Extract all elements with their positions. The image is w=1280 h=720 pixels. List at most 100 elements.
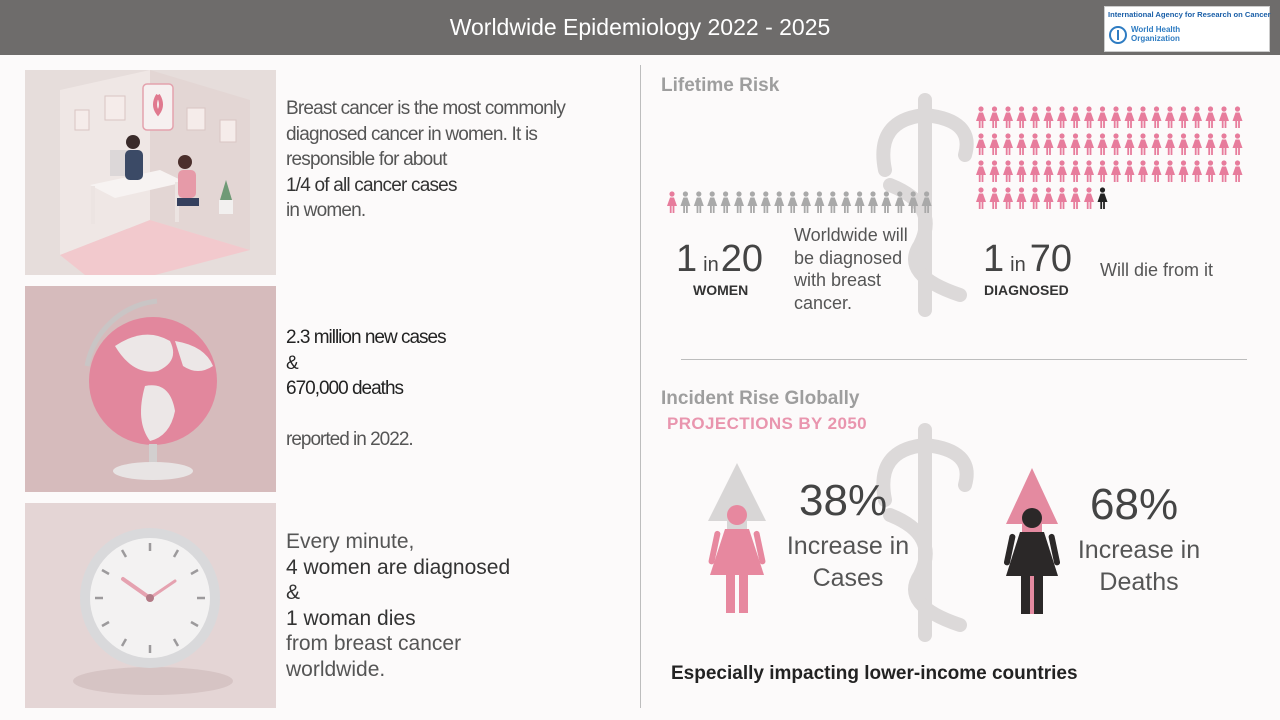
doctor-consultation-image — [25, 70, 276, 275]
stat-diagnosed-ratio: 1 in 70 — [983, 238, 1072, 280]
woman-diagnosed-icon — [1138, 133, 1148, 155]
woman-diagnosed-icon — [1205, 160, 1216, 182]
woman-diagnosed-icon — [1057, 160, 1067, 182]
woman-diagnosed-icon — [989, 133, 1000, 155]
woman-diagnosed-icon — [1192, 106, 1202, 128]
woman-diagnosed-icon — [1016, 133, 1027, 155]
woman-diagnosed-icon — [1192, 133, 1202, 155]
woman-icon — [760, 191, 771, 213]
woman-icon — [841, 191, 852, 213]
woman-icon — [720, 191, 731, 213]
woman-icon — [747, 191, 758, 213]
woman-icon — [734, 191, 744, 213]
woman-diagnosed-icon — [1084, 187, 1094, 209]
woman-diagnosed-icon — [1043, 106, 1054, 128]
stat-diagnosed-description: Will die from it — [1100, 260, 1214, 280]
woman-diagnosed-icon — [667, 191, 677, 213]
woman-icon — [854, 191, 865, 213]
woman-diagnosed-icon — [1043, 133, 1054, 155]
incident-rise-title: Incident Rise Globally — [661, 388, 860, 409]
woman-diagnosed-icon — [1084, 133, 1094, 155]
woman-diagnosed-icon — [1205, 133, 1216, 155]
woman-diagnosed-icon — [976, 133, 986, 155]
woman-icon — [868, 191, 878, 213]
woman-icon — [801, 191, 811, 213]
woman-diagnosed-icon — [1151, 160, 1162, 182]
woman-icon — [881, 191, 892, 213]
woman-diagnosed-icon — [1232, 160, 1243, 182]
deaths-increase-percent: 68% — [1090, 480, 1179, 529]
clock-image — [25, 503, 276, 708]
woman-diagnosed-icon — [1178, 160, 1189, 182]
woman-diagnosed-icon — [989, 160, 1000, 182]
woman-icon — [707, 191, 718, 213]
woman-diagnosed-icon — [1111, 106, 1121, 128]
stat-women-description: Worldwide will be diagnosed with breast … — [794, 225, 908, 313]
woman-diagnosed-icon — [976, 106, 986, 128]
cases-rise-figure-icon — [708, 463, 766, 613]
woman-diagnosed-icon — [1043, 187, 1054, 209]
woman-diagnosed-icon — [1057, 106, 1067, 128]
woman-diagnosed-icon — [1057, 187, 1067, 209]
woman-icon — [680, 191, 691, 213]
woman-diagnosed-icon — [1057, 133, 1067, 155]
logo-who-text: World Health Organization — [1131, 25, 1181, 43]
woman-diagnosed-icon — [1097, 133, 1108, 155]
woman-diagnosed-icon — [1165, 133, 1175, 155]
woman-diagnosed-icon — [1232, 106, 1243, 128]
woman-icon — [827, 191, 838, 213]
stat-women-label: WOMEN — [693, 282, 749, 298]
globe-image — [25, 286, 276, 492]
deaths-increase-label: Increase in Deaths — [1077, 536, 1201, 596]
woman-diagnosed-icon — [1138, 160, 1148, 182]
woman-diagnosed-icon — [1151, 106, 1162, 128]
woman-diagnosed-icon — [1178, 106, 1189, 128]
lifetime-risk-title: Lifetime Risk — [661, 75, 780, 96]
woman-icon — [894, 191, 905, 213]
horizontal-divider — [681, 359, 1247, 360]
woman-diagnosed-icon — [1030, 160, 1040, 182]
woman-diagnosed-icon — [1178, 133, 1189, 155]
woman-diagnosed-icon — [1124, 160, 1135, 182]
woman-diagnosed-icon — [1192, 160, 1202, 182]
woman-diagnosed-icon — [976, 160, 986, 182]
woman-diagnosed-icon — [1219, 133, 1229, 155]
stat-text-every-minute: Every minute, 4 women are diagnosed & 1 … — [286, 530, 511, 681]
woman-diagnosed-icon — [1219, 106, 1229, 128]
woman-diagnosed-icon — [1151, 133, 1162, 155]
women-pictogram-row — [667, 191, 932, 213]
iarc-who-logo: International Agency for Research on Can… — [1104, 6, 1271, 52]
stat-women-ratio: 1 in20 — [676, 238, 763, 280]
woman-diagnosed-icon — [1030, 106, 1040, 128]
deaths-rise-figure-icon — [1004, 468, 1060, 614]
woman-diagnosed-icon — [1232, 133, 1243, 155]
woman-diagnosed-icon — [989, 106, 1000, 128]
vertical-divider — [640, 65, 641, 708]
who-emblem-icon — [1109, 26, 1127, 44]
woman-diagnosed-icon — [1084, 160, 1094, 182]
stat-diagnosed-label: DIAGNOSED — [984, 282, 1069, 298]
woman-icon — [814, 191, 825, 213]
woman-diagnosed-icon — [1219, 160, 1229, 182]
stat-text-2022-totals: 2.3 million new cases & 670,000 deaths r… — [286, 327, 447, 450]
woman-diagnosed-icon — [1165, 106, 1175, 128]
woman-diagnosed-icon — [1016, 160, 1027, 182]
watermark-symbol — [876, 423, 974, 642]
page-title: Worldwide Epidemiology 2022 - 2025 — [449, 14, 831, 40]
woman-icon — [774, 191, 785, 213]
woman-diagnosed-icon — [989, 187, 1000, 209]
woman-diagnosed-icon — [1030, 133, 1040, 155]
woman-icon — [787, 191, 798, 213]
woman-icon — [693, 191, 704, 213]
woman-diagnosed-icon — [1043, 160, 1054, 182]
woman-diagnosed-icon — [1003, 187, 1013, 209]
header-bar: Worldwide Epidemiology 2022 - 2025 Inter… — [0, 0, 1280, 55]
woman-diagnosed-icon — [1165, 160, 1175, 182]
woman-icon — [908, 191, 919, 213]
woman-diagnosed-icon — [1097, 160, 1108, 182]
woman-diagnosed-icon — [1016, 187, 1027, 209]
woman-diagnosed-icon — [1016, 106, 1027, 128]
woman-diagnosed-icon — [1070, 187, 1081, 209]
woman-diagnosed-icon — [1124, 106, 1135, 128]
woman-diagnosed-icon — [1111, 160, 1121, 182]
